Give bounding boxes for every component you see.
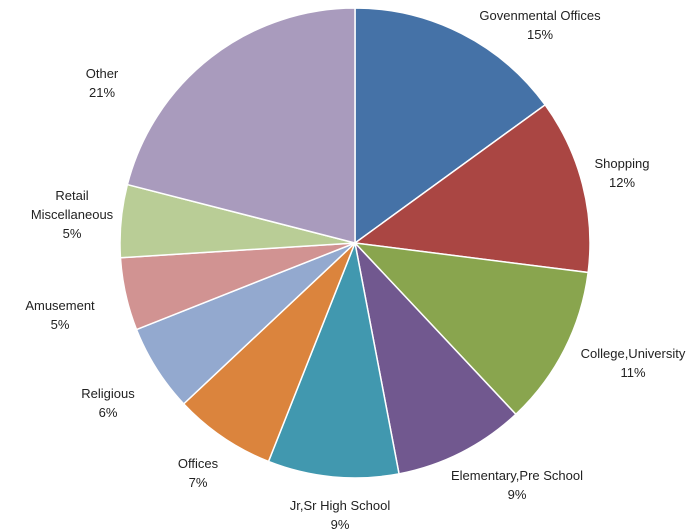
- slice-label-text: Religious: [81, 386, 135, 401]
- slice-label-jr-sr-high-school: Jr,Sr High School 9%: [290, 498, 391, 531]
- slice-label-text: Retail: [55, 188, 88, 203]
- slice-label-other: Other 21%: [86, 66, 119, 100]
- slice-value-text: 6%: [99, 405, 118, 420]
- pie-slice-govenmental-offices: [354, 7, 547, 245]
- slice-value-text: 21%: [89, 85, 115, 100]
- slice-value-text: 12%: [609, 175, 635, 190]
- slice-label-offices: Offices 7%: [178, 456, 219, 490]
- slice-label-text: Offices: [178, 456, 219, 471]
- slice-label-amusement: Amusement 5%: [25, 298, 95, 332]
- slice-label-text: Elementary,Pre School: [451, 468, 583, 483]
- slice-value-text: 7%: [189, 475, 208, 490]
- slice-label-retail-miscellaneous: Retail Miscellaneous 5%: [31, 188, 114, 241]
- slice-label-shopping: Shopping 12%: [595, 156, 650, 190]
- slice-label-college-university: College,University 11%: [581, 346, 686, 380]
- pie-slice-offices: [182, 242, 356, 463]
- slice-value-text: 9%: [331, 517, 350, 531]
- slice-label-text: Amusement: [25, 298, 95, 313]
- slice-label-text: Shopping: [595, 156, 650, 171]
- pie-slice-elementary-pre-school: [353, 240, 517, 475]
- slice-label-elementary-pre-school: Elementary,Pre School 9%: [451, 468, 583, 502]
- slice-label-text: Jr,Sr High School: [290, 498, 391, 513]
- slice-value-text: 11%: [620, 365, 645, 380]
- pie-slice-other: [126, 7, 356, 244]
- slice-label-religious: Religious 6%: [81, 386, 135, 420]
- slice-value-text: 15%: [527, 27, 553, 42]
- slice-label-text: College,University: [581, 346, 686, 361]
- slice-label-text: Govenmental Offices: [479, 8, 601, 23]
- slice-value-text: 5%: [63, 226, 82, 241]
- pie-slice-shopping: [353, 103, 591, 274]
- pie-labels: Govenmental Offices 15% Shopping 12% College…: [25, 8, 686, 531]
- slice-label-text: Other: [86, 66, 119, 81]
- slice-value-text: 5%: [51, 317, 70, 332]
- slice-label-text: Miscellaneous: [31, 207, 114, 222]
- pie-slice-college-university: [353, 241, 589, 416]
- slice-label-govenmental-offices: Govenmental Offices 15%: [479, 8, 601, 42]
- slice-value-text: 9%: [508, 487, 527, 502]
- pie-slices: [119, 7, 591, 479]
- pie-slice-jr-sr-high-school: [267, 240, 400, 479]
